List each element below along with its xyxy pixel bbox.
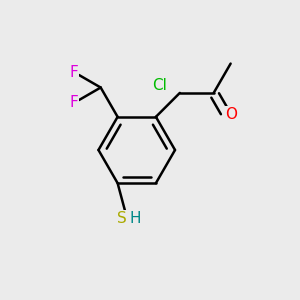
- Text: F: F: [70, 64, 79, 80]
- Text: O: O: [226, 107, 238, 122]
- Text: S: S: [117, 211, 127, 226]
- Text: Cl: Cl: [152, 78, 167, 93]
- Text: H: H: [130, 211, 141, 226]
- Text: F: F: [70, 95, 79, 110]
